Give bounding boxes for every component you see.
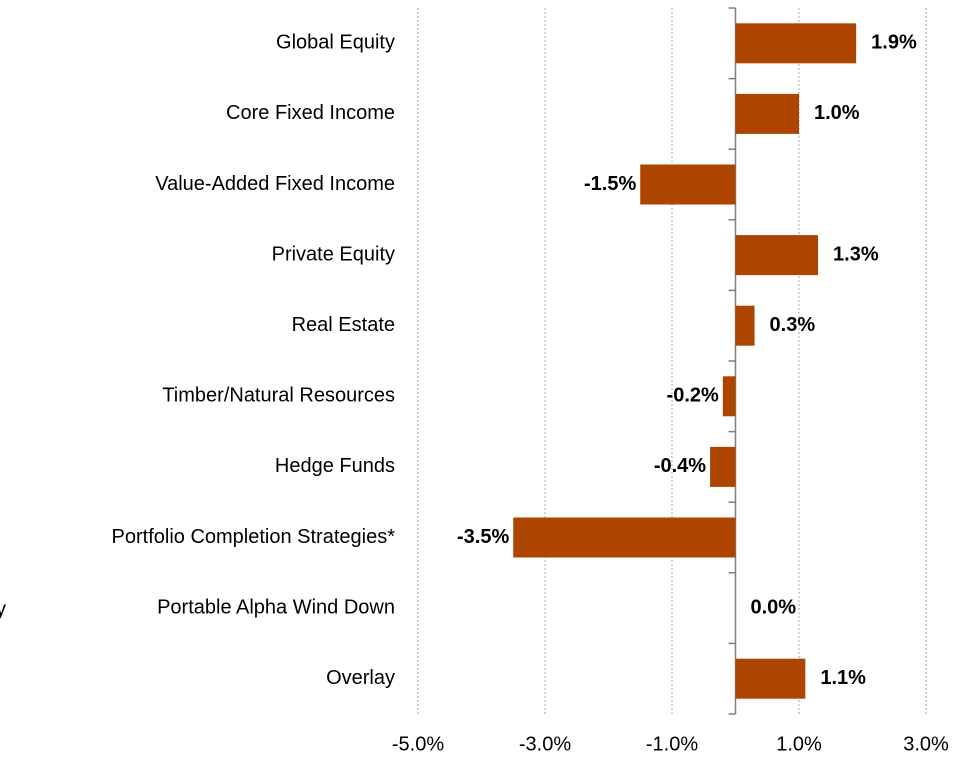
x-tick-label: -5.0% — [392, 733, 444, 755]
bar — [710, 446, 736, 487]
value-label: 0.3% — [770, 314, 816, 336]
bar — [735, 235, 819, 276]
x-tick-label: 3.0% — [903, 733, 949, 755]
x-tick-label: 1.0% — [776, 733, 822, 755]
bar — [735, 23, 857, 64]
bar — [735, 93, 799, 134]
category-label: Portable Alpha Wind Down — [157, 596, 395, 618]
category-label: Real Estate — [292, 314, 395, 336]
category-label: Value-Added Fixed Income — [155, 173, 395, 195]
value-label: 0.0% — [751, 596, 797, 618]
bar — [722, 376, 736, 417]
value-label: 1.3% — [833, 243, 879, 265]
value-label: -1.5% — [584, 173, 636, 195]
value-label: -0.2% — [667, 385, 719, 407]
category-label: Hedge Funds — [275, 455, 395, 477]
category-label: Timber/Natural Resources — [162, 385, 395, 407]
bar — [640, 164, 736, 205]
clipped-annotation: y — [0, 598, 6, 620]
category-label: Core Fixed Income — [226, 102, 395, 124]
bar — [735, 305, 755, 346]
x-tick-label: -1.0% — [646, 733, 698, 755]
x-tick-label: -3.0% — [519, 733, 571, 755]
value-label: -3.5% — [457, 526, 509, 548]
category-label: Private Equity — [272, 243, 395, 265]
category-label: Global Equity — [276, 32, 395, 54]
bar — [513, 517, 736, 558]
value-label: 1.0% — [814, 102, 860, 124]
value-label: -0.4% — [654, 455, 706, 477]
value-label: 1.9% — [871, 32, 917, 54]
bar — [735, 658, 806, 699]
value-label: 1.1% — [820, 667, 866, 689]
category-label: Overlay — [326, 667, 395, 689]
category-label: Portfolio Completion Strategies* — [112, 526, 396, 548]
